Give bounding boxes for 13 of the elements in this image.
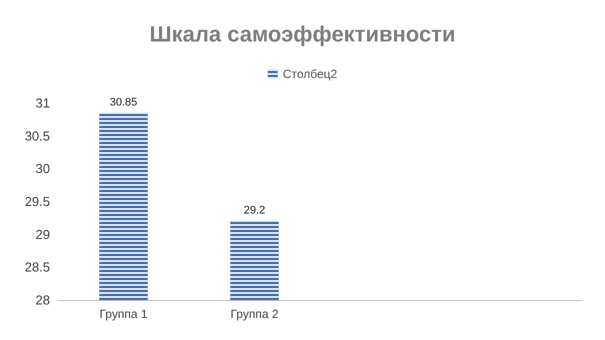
y-tick-label: 29 — [36, 226, 50, 242]
data-label: 30.85 — [110, 96, 138, 108]
x-tick-label: Группа 1 — [99, 307, 148, 321]
chart-title: Шкала самоэффективности — [150, 22, 456, 46]
y-tick-label: 29.5 — [24, 194, 50, 209]
y-tick-label: 28.5 — [24, 260, 50, 275]
y-tick-label: 31 — [36, 96, 50, 110]
legend-label: Столбец2 — [282, 67, 338, 81]
y-tick-label: 28 — [36, 292, 50, 308]
y-tick-label: 30 — [36, 161, 50, 176]
x-tick-label: Группа 2 — [230, 307, 279, 321]
y-tick-label: 30.5 — [24, 128, 50, 144]
data-label: 29.2 — [244, 204, 266, 217]
